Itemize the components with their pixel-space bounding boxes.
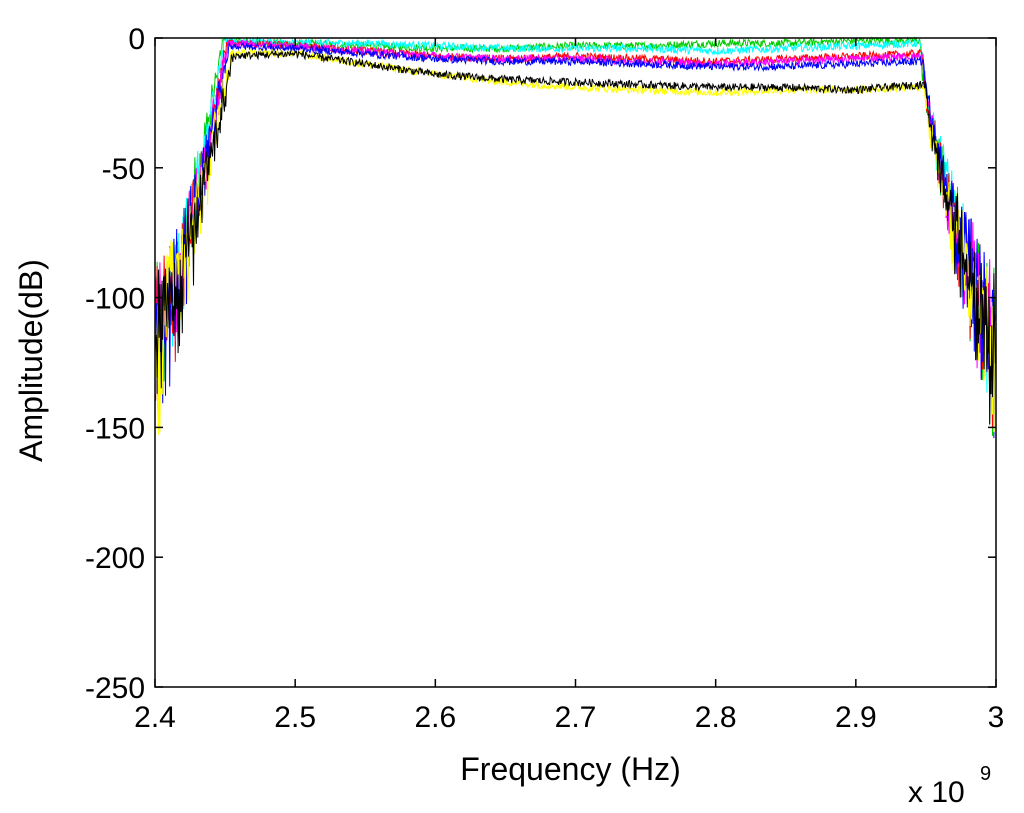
y-axis-label: Amplitude(dB) [13, 259, 49, 462]
x-axis-multiplier-exponent: 9 [980, 763, 991, 785]
y-tick-label: -50 [102, 153, 145, 186]
y-tick-label: -250 [85, 672, 145, 705]
x-tick-label: 3 [988, 701, 1005, 734]
x-axis-label: Frequency (Hz) [460, 751, 681, 787]
y-tick-label: -100 [85, 283, 145, 316]
x-tick-label: 2.5 [274, 701, 316, 734]
series-line [154, 39, 997, 429]
y-tick-label: -150 [85, 412, 145, 445]
series-line [154, 37, 997, 425]
y-tick-label: 0 [128, 23, 145, 56]
x-tick-label: 2.7 [555, 701, 597, 734]
y-tick-layer: 0 -50 -100 -150 -200 -250 [85, 23, 996, 705]
series-line [154, 48, 997, 435]
series-line [154, 49, 997, 425]
y-tick-label: -200 [85, 542, 145, 575]
x-axis-multiplier: x 10 [908, 776, 965, 809]
x-tick-label: 2.4 [134, 701, 176, 734]
x-tick-label: 2.8 [695, 701, 737, 734]
plot-frame [154, 37, 997, 688]
series-line [154, 41, 997, 439]
series-layer [154, 36, 997, 439]
x-tick-label: 2.6 [414, 701, 456, 734]
x-tick-label: 2.9 [835, 701, 877, 734]
x-tick-layer: 2.4 2.5 2.6 2.7 2.8 2.9 3 [134, 38, 1004, 734]
series-line [154, 36, 997, 436]
